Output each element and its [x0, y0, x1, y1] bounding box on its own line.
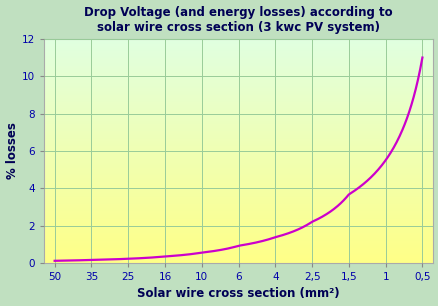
X-axis label: Solar wire cross section (mm²): Solar wire cross section (mm²)	[137, 287, 339, 300]
Y-axis label: % losses: % losses	[6, 122, 18, 179]
Title: Drop Voltage (and energy losses) according to
solar wire cross section (3 kwc PV: Drop Voltage (and energy losses) accordi…	[84, 6, 392, 34]
